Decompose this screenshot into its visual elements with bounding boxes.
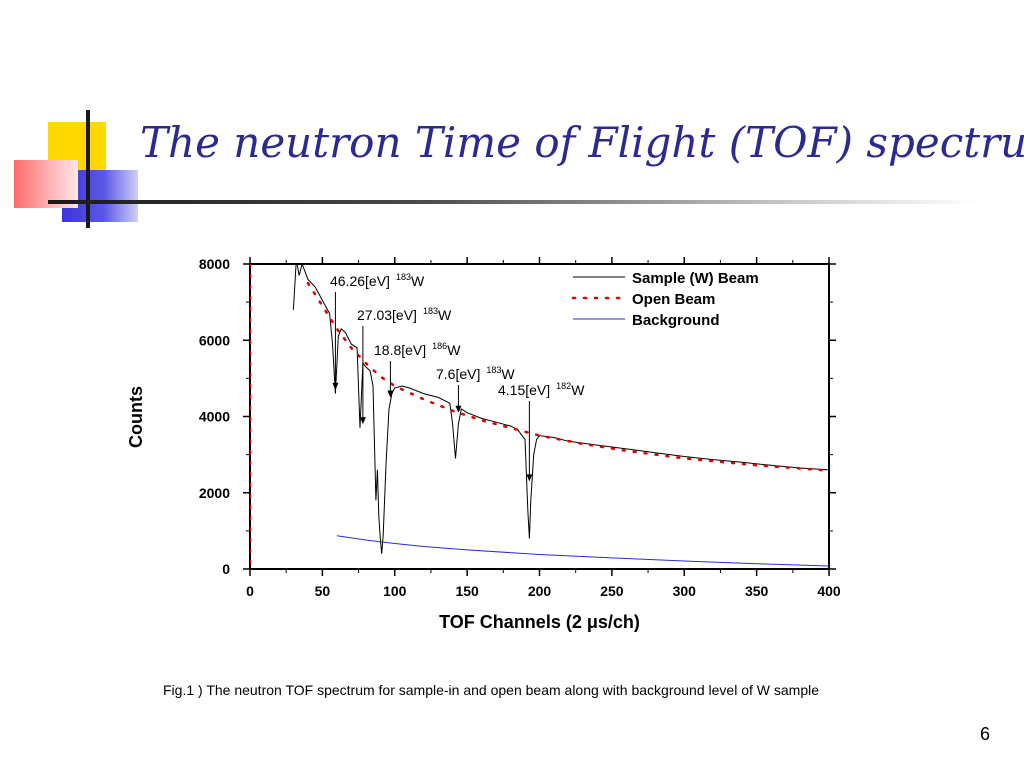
deco-vertical-bar bbox=[86, 110, 90, 228]
peak-annotation: 46.26[eV] 183W bbox=[330, 272, 425, 289]
peak-arrow-head bbox=[526, 474, 533, 482]
peak-element: W bbox=[438, 307, 452, 323]
peak-element: W bbox=[447, 342, 461, 358]
slide-title: The neutron Time of Flight (TOF) spectru… bbox=[140, 118, 1024, 167]
x-tick-label: 300 bbox=[673, 583, 697, 599]
peak-mass-number: 186 bbox=[432, 341, 447, 351]
x-tick-label: 350 bbox=[745, 583, 769, 599]
peak-element: W bbox=[501, 366, 515, 382]
y-tick-label: 8000 bbox=[199, 256, 230, 272]
page-number: 6 bbox=[979, 724, 990, 744]
title-underline bbox=[48, 200, 978, 204]
peak-mass-number: 183 bbox=[396, 272, 411, 282]
x-tick-label: 0 bbox=[246, 583, 254, 599]
peak-energy: 7.6[eV] bbox=[436, 366, 480, 382]
legend-label: Background bbox=[632, 312, 720, 329]
y-tick-label: 6000 bbox=[199, 332, 230, 348]
y-tick-label: 0 bbox=[222, 561, 230, 577]
peak-mass-number: 183 bbox=[423, 306, 438, 316]
y-tick-label: 4000 bbox=[199, 409, 230, 425]
peak-annotation: 4.15[eV] 182W bbox=[498, 381, 585, 398]
peak-arrow-head bbox=[359, 417, 366, 425]
peak-annotation: 18.8[eV] 186W bbox=[374, 341, 461, 358]
peak-arrow-head bbox=[387, 390, 394, 398]
peak-element: W bbox=[411, 273, 425, 289]
x-tick-label: 200 bbox=[528, 583, 552, 599]
peak-energy: 46.26[eV] bbox=[330, 273, 390, 289]
x-axis-label: TOF Channels (2 μs/ch) bbox=[439, 612, 640, 632]
peak-energy: 4.15[eV] bbox=[498, 382, 550, 398]
peak-arrow-head bbox=[332, 382, 339, 390]
x-tick-label: 400 bbox=[817, 583, 841, 599]
peak-element: W bbox=[571, 382, 585, 398]
peak-mass-number: 183 bbox=[486, 365, 501, 375]
x-tick-label: 250 bbox=[600, 583, 624, 599]
peak-annotation: 7.6[eV] 183W bbox=[436, 365, 515, 382]
open-beam-line bbox=[306, 281, 829, 472]
y-tick-label: 2000 bbox=[199, 485, 230, 501]
tof-chart: 0 50 100 150 200 250 300 350 4000200040006000800… bbox=[126, 256, 841, 632]
x-tick-label: 50 bbox=[315, 583, 331, 599]
x-tick-label: 100 bbox=[383, 583, 407, 599]
peak-annotation: 27.03[eV] 183W bbox=[357, 306, 452, 323]
figure-caption: Fig.1 ) The neutron TOF spectrum for sam… bbox=[163, 682, 820, 698]
plot-data bbox=[250, 264, 829, 569]
peak-arrow-head bbox=[455, 405, 462, 413]
x-tick-label: 150 bbox=[455, 583, 479, 599]
legend-label: Open Beam bbox=[632, 291, 715, 308]
y-axis-label: Counts bbox=[126, 386, 146, 448]
plot-frame bbox=[249, 263, 830, 570]
peak-energy: 27.03[eV] bbox=[357, 307, 417, 323]
peak-mass-number: 182 bbox=[556, 381, 571, 391]
peak-energy: 18.8[eV] bbox=[374, 342, 426, 358]
background-line bbox=[336, 535, 829, 567]
sample-beam-line bbox=[292, 264, 829, 554]
legend-label: Sample (W) Beam bbox=[632, 270, 759, 287]
